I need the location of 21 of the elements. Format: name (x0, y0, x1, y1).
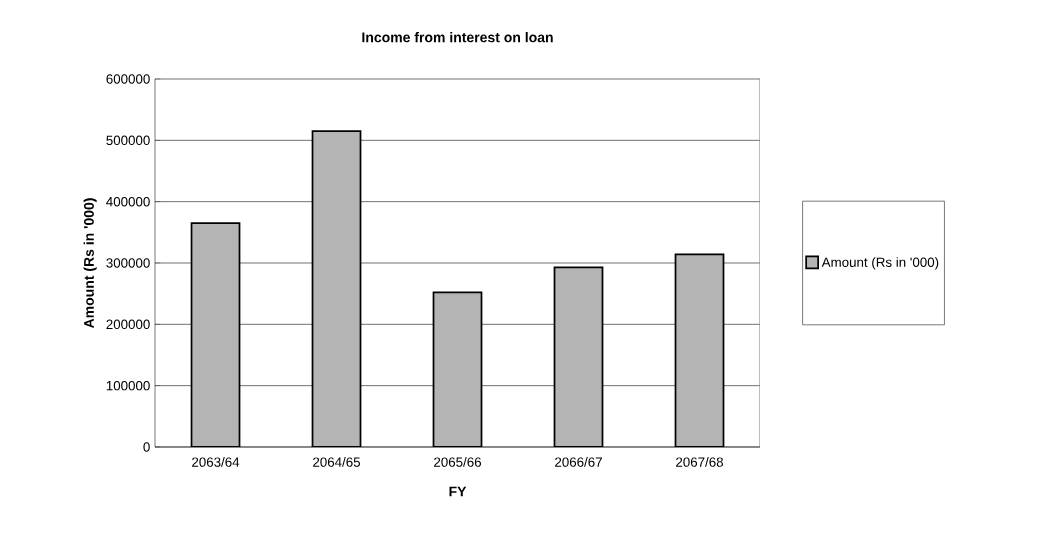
x-axis-title: FY (449, 486, 467, 497)
y-tick-label: 400000 (106, 196, 150, 207)
bar (432, 291, 483, 447)
bar (190, 222, 241, 447)
x-tick-label: 2066/67 (555, 457, 602, 467)
y-tick-label: 500000 (106, 135, 150, 146)
chart-title: Income from interest on loan (362, 32, 553, 43)
y-tick-label: 0 (143, 442, 150, 452)
y-axis-title: Amount (Rs in '000) (83, 198, 97, 329)
x-tick-label: 2067/68 (676, 457, 724, 467)
bar (674, 253, 725, 447)
y-tick-label: 100000 (106, 380, 150, 391)
x-tick-label: 2064/65 (313, 457, 361, 467)
y-tick-label: 200000 (106, 319, 150, 330)
bar (553, 266, 604, 447)
x-tick-label: 2063/64 (192, 457, 240, 467)
bar (311, 130, 362, 447)
x-tick-label: 2065/66 (434, 457, 482, 467)
y-tick-label: 600000 (106, 74, 150, 84)
legend-label: Amount (Rs in '000) (821, 257, 939, 270)
y-tick-label: 300000 (106, 258, 150, 268)
